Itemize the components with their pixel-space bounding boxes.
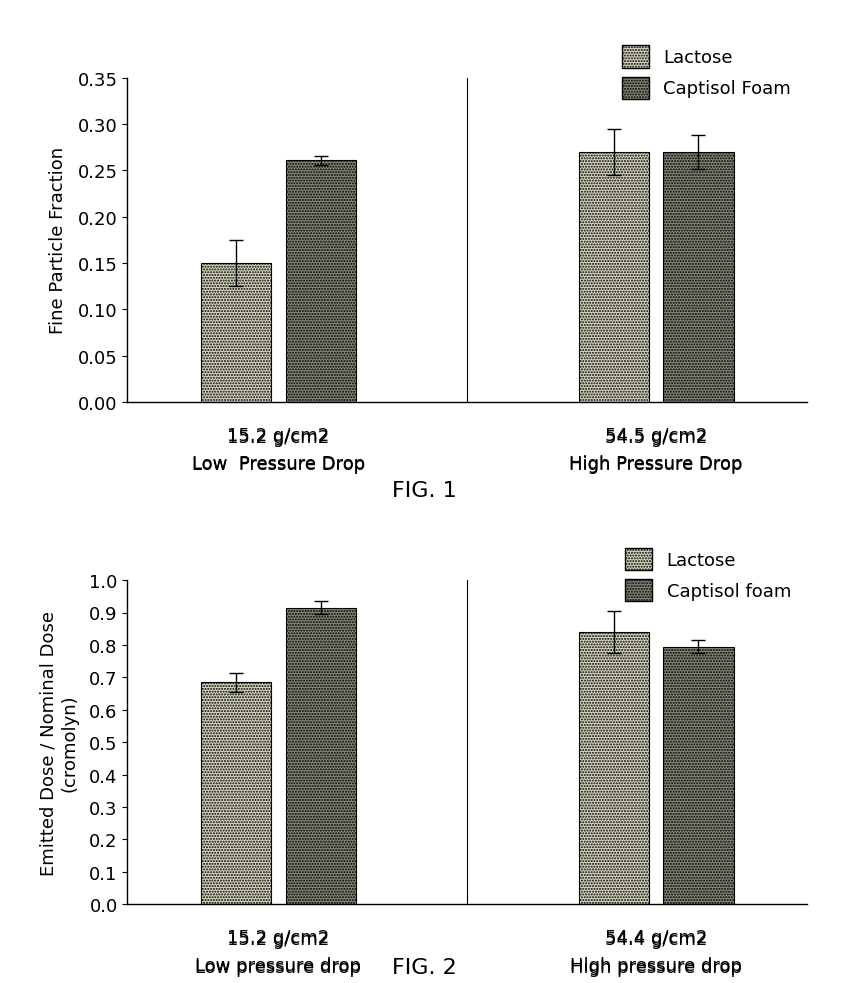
Text: 54.4 g/cm2: 54.4 g/cm2 [604, 930, 706, 949]
Text: FIG. 2: FIG. 2 [392, 957, 457, 977]
Text: 15.2 g/cm2: 15.2 g/cm2 [228, 427, 329, 444]
Text: Low  Pressure Drop: Low Pressure Drop [192, 454, 365, 472]
Text: FIG. 1: FIG. 1 [392, 481, 457, 500]
Bar [285, 608, 356, 904]
Text: 15.2 g/cm2: 15.2 g/cm2 [228, 429, 329, 446]
Bar [201, 682, 271, 904]
Text: Low  Pressure Drop: Low Pressure Drop [192, 456, 365, 474]
Bar [285, 161, 356, 402]
Text: High pressure drop: High pressure drop [570, 957, 741, 976]
Text: High Pressure Drop: High Pressure Drop [569, 454, 742, 472]
Bar [663, 152, 733, 402]
Text: High Pressure Drop: High Pressure Drop [569, 456, 742, 474]
Bar [201, 263, 271, 402]
Bar [578, 152, 649, 402]
Y-axis label: Fine Particle Fraction: Fine Particle Fraction [48, 147, 66, 334]
Text: 15.2 g/cm2: 15.2 g/cm2 [228, 930, 329, 949]
Text: 54.4 g/cm2: 54.4 g/cm2 [604, 929, 706, 947]
Text: 54.5 g/cm2: 54.5 g/cm2 [604, 427, 706, 444]
Text: 15.2 g/cm2: 15.2 g/cm2 [228, 929, 329, 947]
Text: Low pressure drop: Low pressure drop [195, 957, 361, 976]
Legend: Lactose, Captisol Foam: Lactose, Captisol Foam [614, 39, 797, 106]
Bar [578, 632, 649, 904]
Text: High pressure drop: High pressure drop [570, 956, 741, 974]
Bar [663, 647, 733, 904]
Text: 54.5 g/cm2: 54.5 g/cm2 [604, 429, 706, 446]
Text: Low pressure drop: Low pressure drop [195, 956, 361, 974]
Legend: Lactose, Captisol foam: Lactose, Captisol foam [617, 541, 797, 608]
Y-axis label: Emitted Dose / Nominal Dose
(cromolyn): Emitted Dose / Nominal Dose (cromolyn) [39, 610, 78, 875]
